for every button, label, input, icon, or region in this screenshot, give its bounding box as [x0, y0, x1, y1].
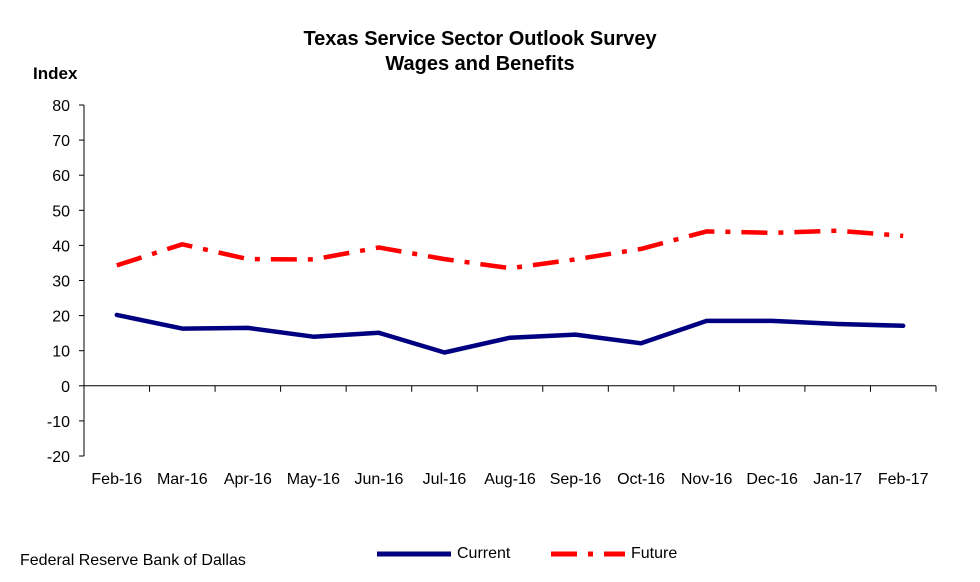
legend-label-current: Current: [457, 545, 511, 562]
y-tick-label: 60: [52, 168, 70, 185]
y-tick-label: 40: [52, 238, 70, 255]
series-lines: [114, 228, 906, 355]
x-tick-label: Jun-16: [354, 471, 403, 488]
x-tick-labels: Feb-16 Mar-16 Apr-16 May-16 Jun-16 Jul-16 Aug-…: [91, 471, 928, 488]
y-tick-label: 10: [52, 344, 70, 361]
axes: [79, 104, 937, 457]
series-line-current: [114, 312, 906, 355]
series-line-future: [116, 228, 904, 271]
x-tick-label: Mar-16: [157, 471, 208, 488]
legend-swatch-future: [551, 551, 625, 557]
x-tick-label: Aug-16: [484, 471, 536, 488]
x-tick-label: Dec-16: [746, 471, 798, 488]
y-tick-label: 20: [52, 309, 70, 326]
x-tick-label: Feb-17: [878, 471, 929, 488]
y-tick-label: 70: [52, 133, 70, 150]
x-tick-label: Apr-16: [224, 471, 272, 488]
legend-label-future: Future: [631, 545, 678, 562]
chart-subtitle: Wages and Benefits: [385, 53, 575, 75]
legend-item-current: Current: [377, 543, 510, 565]
y-tick-label: 30: [52, 274, 70, 291]
y-tick-label: -10: [47, 414, 70, 431]
x-tick-label: Oct-16: [617, 471, 665, 488]
legend-item-future: Future: [551, 543, 677, 565]
x-tick-label: Jul-16: [423, 471, 467, 488]
legend-swatch-current: [377, 551, 451, 557]
source-note: Federal Reserve Bank of Dallas: [20, 552, 246, 569]
y-tick-label: -20: [47, 449, 70, 466]
x-tick-label: Feb-16: [91, 471, 142, 488]
y-tick-label: 80: [52, 98, 70, 115]
x-tick-label: Jan-17: [813, 471, 862, 488]
y-tick-label: 0: [61, 379, 70, 396]
y-tick-labels: 80 70 60 50 40 30 20 10 0 -10 -20: [47, 98, 70, 466]
y-axis-label: Index: [33, 64, 78, 83]
x-tick-label: Nov-16: [681, 471, 733, 488]
y-tick-label: 50: [52, 203, 70, 220]
chart-title: Texas Service Sector Outlook Survey: [303, 28, 657, 50]
x-tick-label: Sep-16: [550, 471, 602, 488]
x-tick-label: May-16: [287, 471, 340, 488]
